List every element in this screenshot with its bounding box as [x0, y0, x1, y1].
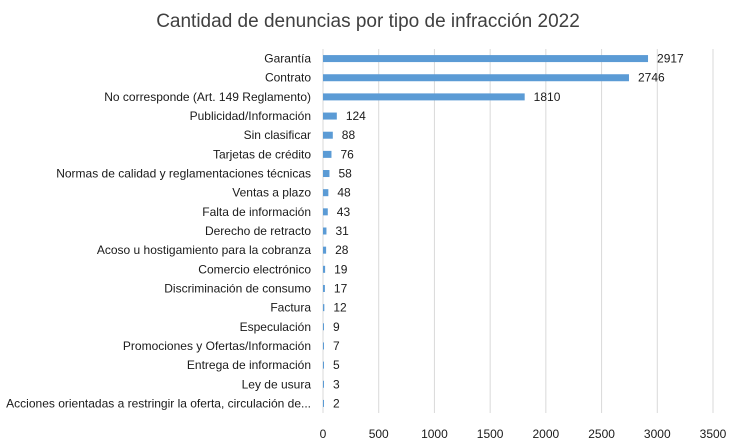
- bar: [323, 380, 324, 388]
- category-label: Sin clasificar: [244, 128, 311, 142]
- data-labels: 2917 2746 1810 124 88 76 58 48 43 31 28 19 17 12 9 7 5 3 2: [333, 52, 684, 411]
- bar: [323, 150, 332, 158]
- gridlines: [322, 49, 714, 413]
- data-label: 19: [334, 262, 348, 276]
- data-label: 2746: [638, 71, 665, 85]
- chart-title: Cantidad de denuncias por tipo de infrac…: [156, 11, 580, 32]
- data-label: 3: [333, 377, 340, 391]
- data-label: 12: [333, 301, 347, 315]
- category-label: Comercio electrónico: [198, 262, 311, 276]
- bar: [323, 399, 324, 407]
- category-label: Acciones orientadas a restringir la ofer…: [6, 396, 311, 410]
- category-label: Normas de calidad y reglamentaciones téc…: [56, 167, 311, 181]
- bar: [323, 112, 337, 120]
- category-label: Contrato: [265, 71, 311, 85]
- data-label: 5: [333, 358, 340, 372]
- category-label: Acoso u hostigamiento para la cobranza: [97, 243, 311, 257]
- category-label: Factura: [270, 301, 311, 315]
- bar: [323, 246, 327, 254]
- bar: [323, 131, 333, 139]
- x-tick-label: 0: [320, 427, 327, 441]
- bar: [323, 93, 525, 101]
- x-tick-label: 3500: [700, 427, 727, 441]
- data-label: 17: [334, 281, 348, 295]
- bar: [323, 189, 329, 197]
- data-label: 9: [333, 320, 340, 334]
- category-label: Falta de información: [202, 205, 311, 219]
- data-label: 1810: [534, 90, 561, 104]
- bar: [323, 74, 629, 82]
- bar: [323, 55, 649, 63]
- x-tick-label: 2500: [588, 427, 615, 441]
- bar: [323, 323, 325, 331]
- bar: [323, 342, 324, 350]
- bar: [323, 170, 330, 178]
- x-tick-label: 1500: [477, 427, 504, 441]
- bar: [323, 227, 327, 235]
- category-label: Garantía: [264, 52, 311, 66]
- x-tick-label: 1000: [421, 427, 448, 441]
- data-label: 7: [333, 339, 340, 353]
- data-label: 48: [337, 186, 351, 200]
- category-label: Especulación: [240, 320, 311, 334]
- bar: [323, 361, 324, 369]
- category-label: Discriminación de consumo: [164, 281, 311, 295]
- data-label: 58: [338, 167, 352, 181]
- data-label: 31: [335, 224, 349, 238]
- bars: [323, 55, 649, 407]
- category-label: Ventas a plazo: [232, 186, 311, 200]
- x-tick-label: 3000: [644, 427, 671, 441]
- x-tick-label: 2000: [533, 427, 560, 441]
- data-label: 76: [340, 147, 354, 161]
- data-label: 28: [335, 243, 349, 257]
- data-label: 124: [346, 109, 366, 123]
- x-tick-label: 500: [369, 427, 389, 441]
- category-label: Entrega de información: [187, 358, 311, 372]
- category-labels: Garantía Contrato No corresponde (Art. 149…: [6, 52, 311, 411]
- bar: [323, 284, 325, 292]
- category-label: Promociones y Ofertas/Información: [123, 339, 311, 353]
- category-label: Publicidad/Información: [190, 109, 311, 123]
- category-label: No corresponde (Art. 149 Reglamento): [104, 90, 311, 104]
- x-tick-labels: 0 500 1000 1500 2000 2500 3000 3500: [320, 427, 727, 441]
- category-label: Ley de usura: [242, 377, 312, 391]
- bar: [323, 304, 325, 312]
- bar: [323, 265, 326, 273]
- category-label: Tarjetas de crédito: [213, 147, 311, 161]
- data-label: 2: [333, 396, 340, 410]
- category-label: Derecho de retracto: [205, 224, 311, 238]
- bar: [323, 208, 328, 216]
- data-label: 2917: [657, 52, 684, 66]
- data-label: 88: [342, 128, 356, 142]
- data-label: 43: [337, 205, 351, 219]
